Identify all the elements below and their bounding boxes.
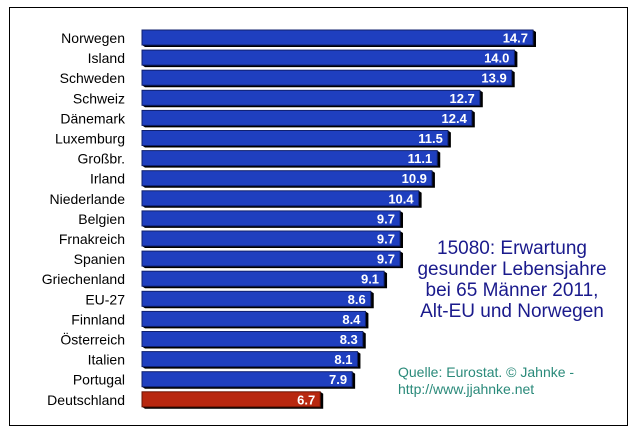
bar [141, 170, 433, 187]
category-label: Deutschland [47, 392, 125, 408]
title-line-3: bei 65 Männer 2011, [425, 280, 599, 301]
bar [141, 89, 481, 106]
value-label: 7.9 [329, 372, 347, 387]
chart-title: 15080: Erwartung gesunder Lebensjahre be… [392, 238, 632, 322]
category-label: Belgien [78, 211, 125, 227]
value-label: 12.4 [442, 111, 468, 126]
category-label: Schweden [60, 70, 125, 86]
bar [141, 310, 366, 327]
source-line-1: Quelle: Eurostat. © Jahnke - [398, 364, 575, 380]
category-label: Portugal [73, 372, 125, 388]
bar [141, 351, 358, 368]
title-line-1: 15080: Erwartung [437, 238, 587, 259]
source-line-2: http://www.jjahnke.net [398, 381, 535, 397]
category-label: Island [88, 50, 125, 66]
category-label: Niederlande [50, 191, 126, 207]
category-label: Irland [90, 171, 125, 187]
value-label: 14.0 [484, 51, 509, 66]
bar [141, 150, 438, 167]
value-label: 12.7 [449, 91, 474, 106]
bar [141, 109, 473, 126]
value-label: 8.1 [334, 352, 352, 367]
category-label: Dänemark [60, 110, 126, 126]
category-label: Spanien [74, 251, 125, 267]
bar [141, 29, 534, 46]
value-label: 8.3 [340, 332, 358, 347]
value-label: 9.7 [377, 211, 395, 226]
bar [141, 69, 513, 86]
bar [141, 250, 401, 267]
value-label: 10.4 [388, 191, 414, 206]
title-line-4: Alt-EU und Norwegen [420, 301, 604, 322]
value-label: 13.9 [481, 71, 506, 86]
value-label: 10.9 [402, 171, 427, 186]
category-label: Finnland [71, 311, 125, 327]
category-label: Norwegen [61, 30, 125, 46]
title-line-2: gesunder Lebensjahre [417, 259, 607, 280]
category-label: Italien [88, 352, 125, 368]
value-label: 11.1 [408, 151, 433, 166]
value-label: 9.7 [377, 232, 395, 247]
category-label: Österreich [60, 331, 125, 348]
bar [141, 270, 385, 287]
value-label: 9.7 [377, 252, 395, 267]
value-label: 6.7 [297, 392, 315, 407]
category-label: Frnakreich [59, 231, 125, 247]
value-label: 14.7 [503, 31, 528, 46]
bar-highlight [141, 391, 321, 408]
category-label: Luxemburg [55, 131, 125, 147]
category-label: Großbr. [78, 151, 125, 167]
bar [141, 130, 449, 146]
bar [141, 230, 401, 247]
value-label: 11.5 [418, 131, 443, 146]
bar [141, 210, 401, 227]
value-label: 8.6 [348, 292, 366, 307]
bar [141, 331, 364, 347]
source-note: Quelle: Eurostat. © Jahnke - http://www.… [398, 364, 574, 398]
value-label: 8.4 [342, 312, 361, 327]
category-label: EU-27 [85, 291, 125, 307]
bar [141, 290, 372, 307]
bar [141, 371, 353, 388]
bar [141, 49, 515, 66]
bar [141, 190, 420, 207]
category-label: Schweiz [73, 90, 125, 106]
value-label: 9.1 [361, 272, 379, 287]
category-label: Griechenland [42, 271, 125, 287]
